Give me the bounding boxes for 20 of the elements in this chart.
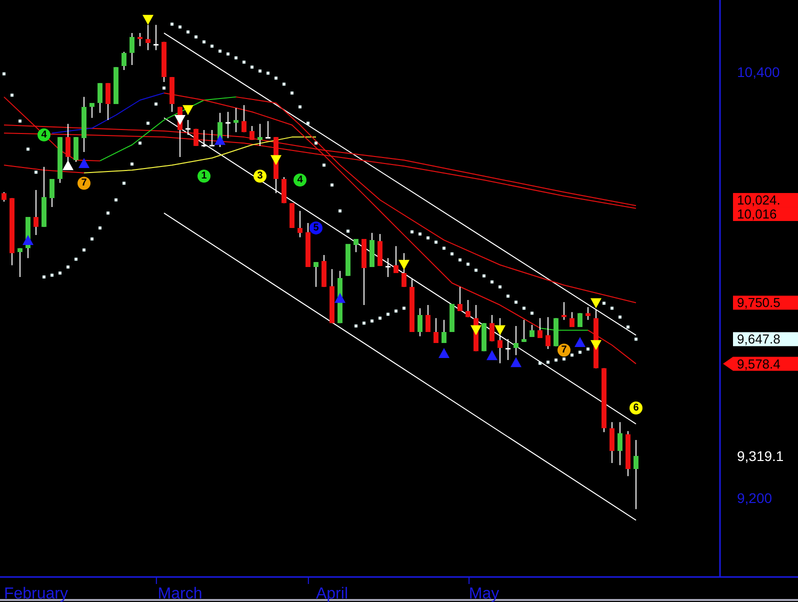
annotation: 4 (297, 174, 304, 186)
y-tick-label: 9,578.4 (737, 356, 780, 372)
annotation: 6 (633, 402, 640, 414)
y-tick-label: 9,200 (737, 490, 772, 506)
x-tick-label: March (158, 586, 202, 602)
annotation: 7 (561, 344, 568, 356)
annotation: 5 (313, 222, 320, 234)
x-tick-label: April (316, 586, 348, 602)
x-tick-label: May (468, 586, 500, 602)
y-tick-label: 10,024. (737, 192, 780, 208)
y-tick-label: 9,647.8 (737, 332, 780, 347)
y-tick-label: 10,400 (737, 64, 780, 80)
annotation: 4 (41, 129, 48, 140)
y-tick-label: 9,750.5 (737, 295, 780, 310)
y-tick-label: 9,319.1 (737, 448, 784, 464)
x-tick-label: February (4, 586, 68, 602)
annotation: 3 (257, 170, 264, 182)
annotation: 1 (201, 170, 208, 182)
y-tick-label: 10,016 (737, 206, 777, 222)
annotation: 7 (81, 178, 88, 189)
